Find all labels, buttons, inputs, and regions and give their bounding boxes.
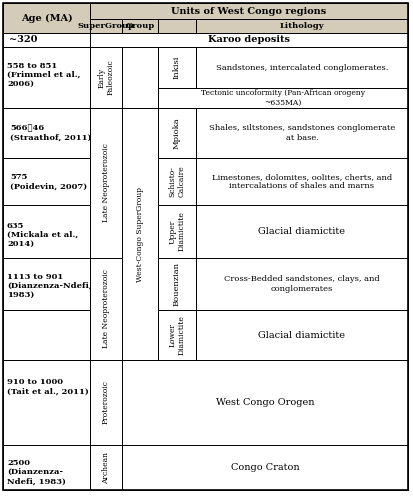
Bar — [3, 205, 90, 258]
Text: Late Neoproterozoic: Late Neoproterozoic — [102, 144, 110, 222]
Bar — [195, 108, 407, 158]
Bar — [195, 258, 407, 310]
Bar — [122, 47, 158, 108]
Bar — [158, 258, 195, 310]
Bar — [195, 47, 407, 88]
Text: ~320: ~320 — [9, 36, 38, 44]
Text: West Congo Orogen: West Congo Orogen — [215, 398, 313, 407]
Text: Sandstones, intercalated conglomerates.: Sandstones, intercalated conglomerates. — [215, 64, 387, 72]
Text: Upper
Diamictite: Upper Diamictite — [168, 212, 185, 252]
Text: Early
Paleozoic: Early Paleozoic — [97, 60, 114, 96]
Bar — [158, 205, 195, 258]
Text: Tectonic uncoformity (Pan-African orogeny
~635MA): Tectonic uncoformity (Pan-African orogen… — [201, 90, 364, 106]
Bar — [3, 108, 90, 158]
Text: Lithology: Lithology — [279, 22, 323, 30]
Bar — [122, 108, 158, 360]
Text: Late Neoproterozoic: Late Neoproterozoic — [102, 270, 110, 348]
Text: Cross-Bedded sandstones, clays, and
conglomerates: Cross-Bedded sandstones, clays, and cong… — [223, 276, 379, 292]
Text: Karoo deposits: Karoo deposits — [207, 36, 289, 44]
Text: Group: Group — [125, 22, 154, 30]
Text: Congo Craton: Congo Craton — [230, 463, 299, 472]
Bar — [195, 310, 407, 360]
Bar — [90, 258, 122, 360]
Bar — [158, 310, 195, 360]
Text: Mpioka: Mpioka — [173, 117, 180, 149]
Bar — [3, 360, 90, 445]
Bar — [158, 19, 195, 33]
Bar — [122, 360, 407, 445]
Bar — [3, 445, 90, 490]
Bar — [90, 360, 122, 445]
Bar — [158, 108, 195, 158]
Text: 1113 to 901
(Dianzenza-Ndefi,
1983): 1113 to 901 (Dianzenza-Ndefi, 1983) — [7, 273, 92, 299]
Text: West-Congo SuperGroup: West-Congo SuperGroup — [136, 186, 144, 282]
Bar — [195, 205, 407, 258]
Text: Schisto-
Calcaire: Schisto- Calcaire — [168, 166, 185, 198]
Bar — [122, 19, 158, 33]
Bar — [90, 19, 122, 33]
Text: Bouenzian: Bouenzian — [173, 262, 180, 306]
Bar — [3, 3, 90, 33]
Text: 558 to 851
(Frimmel et al.,
2006): 558 to 851 (Frimmel et al., 2006) — [7, 62, 80, 88]
Text: 566≆46
(Straathof, 2011): 566≆46 (Straathof, 2011) — [10, 124, 91, 142]
Text: Shales, siltstones, sandstones conglomerate
at base.: Shales, siltstones, sandstones conglomer… — [209, 124, 394, 142]
Bar — [3, 33, 90, 47]
Text: 635
(Mickala et al.,
2014): 635 (Mickala et al., 2014) — [7, 222, 78, 248]
Text: 2500
(Dianzenza-
Ndefi, 1983): 2500 (Dianzenza- Ndefi, 1983) — [7, 459, 66, 485]
Bar — [90, 108, 122, 258]
Bar — [195, 19, 407, 33]
Text: Inkisi: Inkisi — [173, 56, 180, 79]
Text: 910 to 1000
(Tait et al., 2011): 910 to 1000 (Tait et al., 2011) — [7, 378, 88, 396]
Text: Age (MA): Age (MA) — [21, 14, 72, 22]
Text: Limestones, dolomites, oolites, cherts, and
intercalations of shales and marns: Limestones, dolomites, oolites, cherts, … — [211, 173, 391, 190]
Text: 575
(Poidevin, 2007): 575 (Poidevin, 2007) — [10, 173, 87, 190]
Bar — [3, 47, 90, 108]
Bar — [122, 445, 407, 490]
Bar — [90, 445, 122, 490]
Bar — [90, 33, 407, 47]
Bar — [195, 158, 407, 205]
Bar — [90, 3, 407, 19]
Bar — [3, 310, 90, 360]
Text: Glacial diamictite: Glacial diamictite — [258, 227, 345, 236]
Bar — [158, 88, 407, 108]
Bar — [90, 47, 122, 108]
Bar — [158, 158, 195, 205]
Text: SuperGroup: SuperGroup — [77, 22, 134, 30]
Text: Units of West Congo regions: Units of West Congo regions — [171, 6, 326, 16]
Bar — [3, 258, 90, 310]
Text: Archean: Archean — [102, 452, 110, 484]
Bar — [158, 47, 195, 88]
Bar — [3, 158, 90, 205]
Text: Lower
Diamictite: Lower Diamictite — [168, 315, 185, 355]
Text: Glacial diamictite: Glacial diamictite — [258, 330, 345, 340]
Text: Proterozoic: Proterozoic — [102, 380, 110, 424]
